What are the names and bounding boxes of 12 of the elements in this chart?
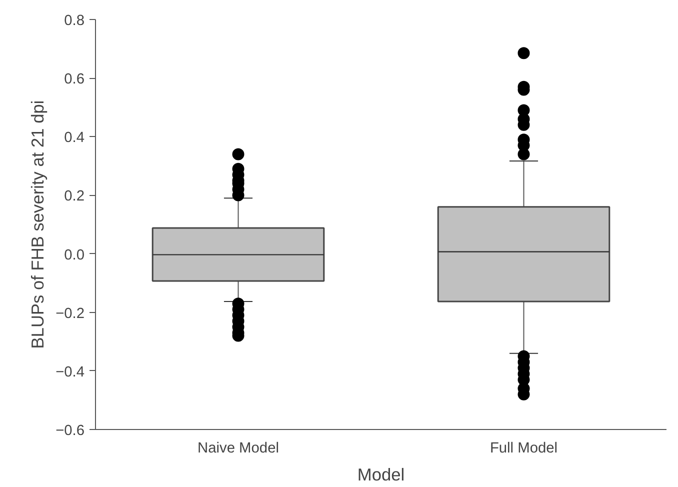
x-tick-label: Naive Model — [198, 440, 279, 456]
y-tick-label: 0.0 — [64, 247, 84, 264]
y-tick-label: 0.6 — [64, 72, 84, 88]
y-axis-title: BLUPs of FHB severity at 21 dpi — [28, 100, 48, 349]
y-tick-label: −0.2 — [56, 306, 85, 322]
x-axis-title: Model — [357, 464, 405, 484]
y-tick-label: 0.8 — [64, 13, 84, 29]
y-tick-label: −0.4 — [56, 364, 85, 380]
y-tick-label: 0.2 — [64, 188, 84, 205]
y-tick-label: 0.4 — [64, 130, 84, 146]
x-tick-label: Full Model — [490, 440, 558, 456]
y-tick-label: −0.6 — [56, 423, 85, 439]
